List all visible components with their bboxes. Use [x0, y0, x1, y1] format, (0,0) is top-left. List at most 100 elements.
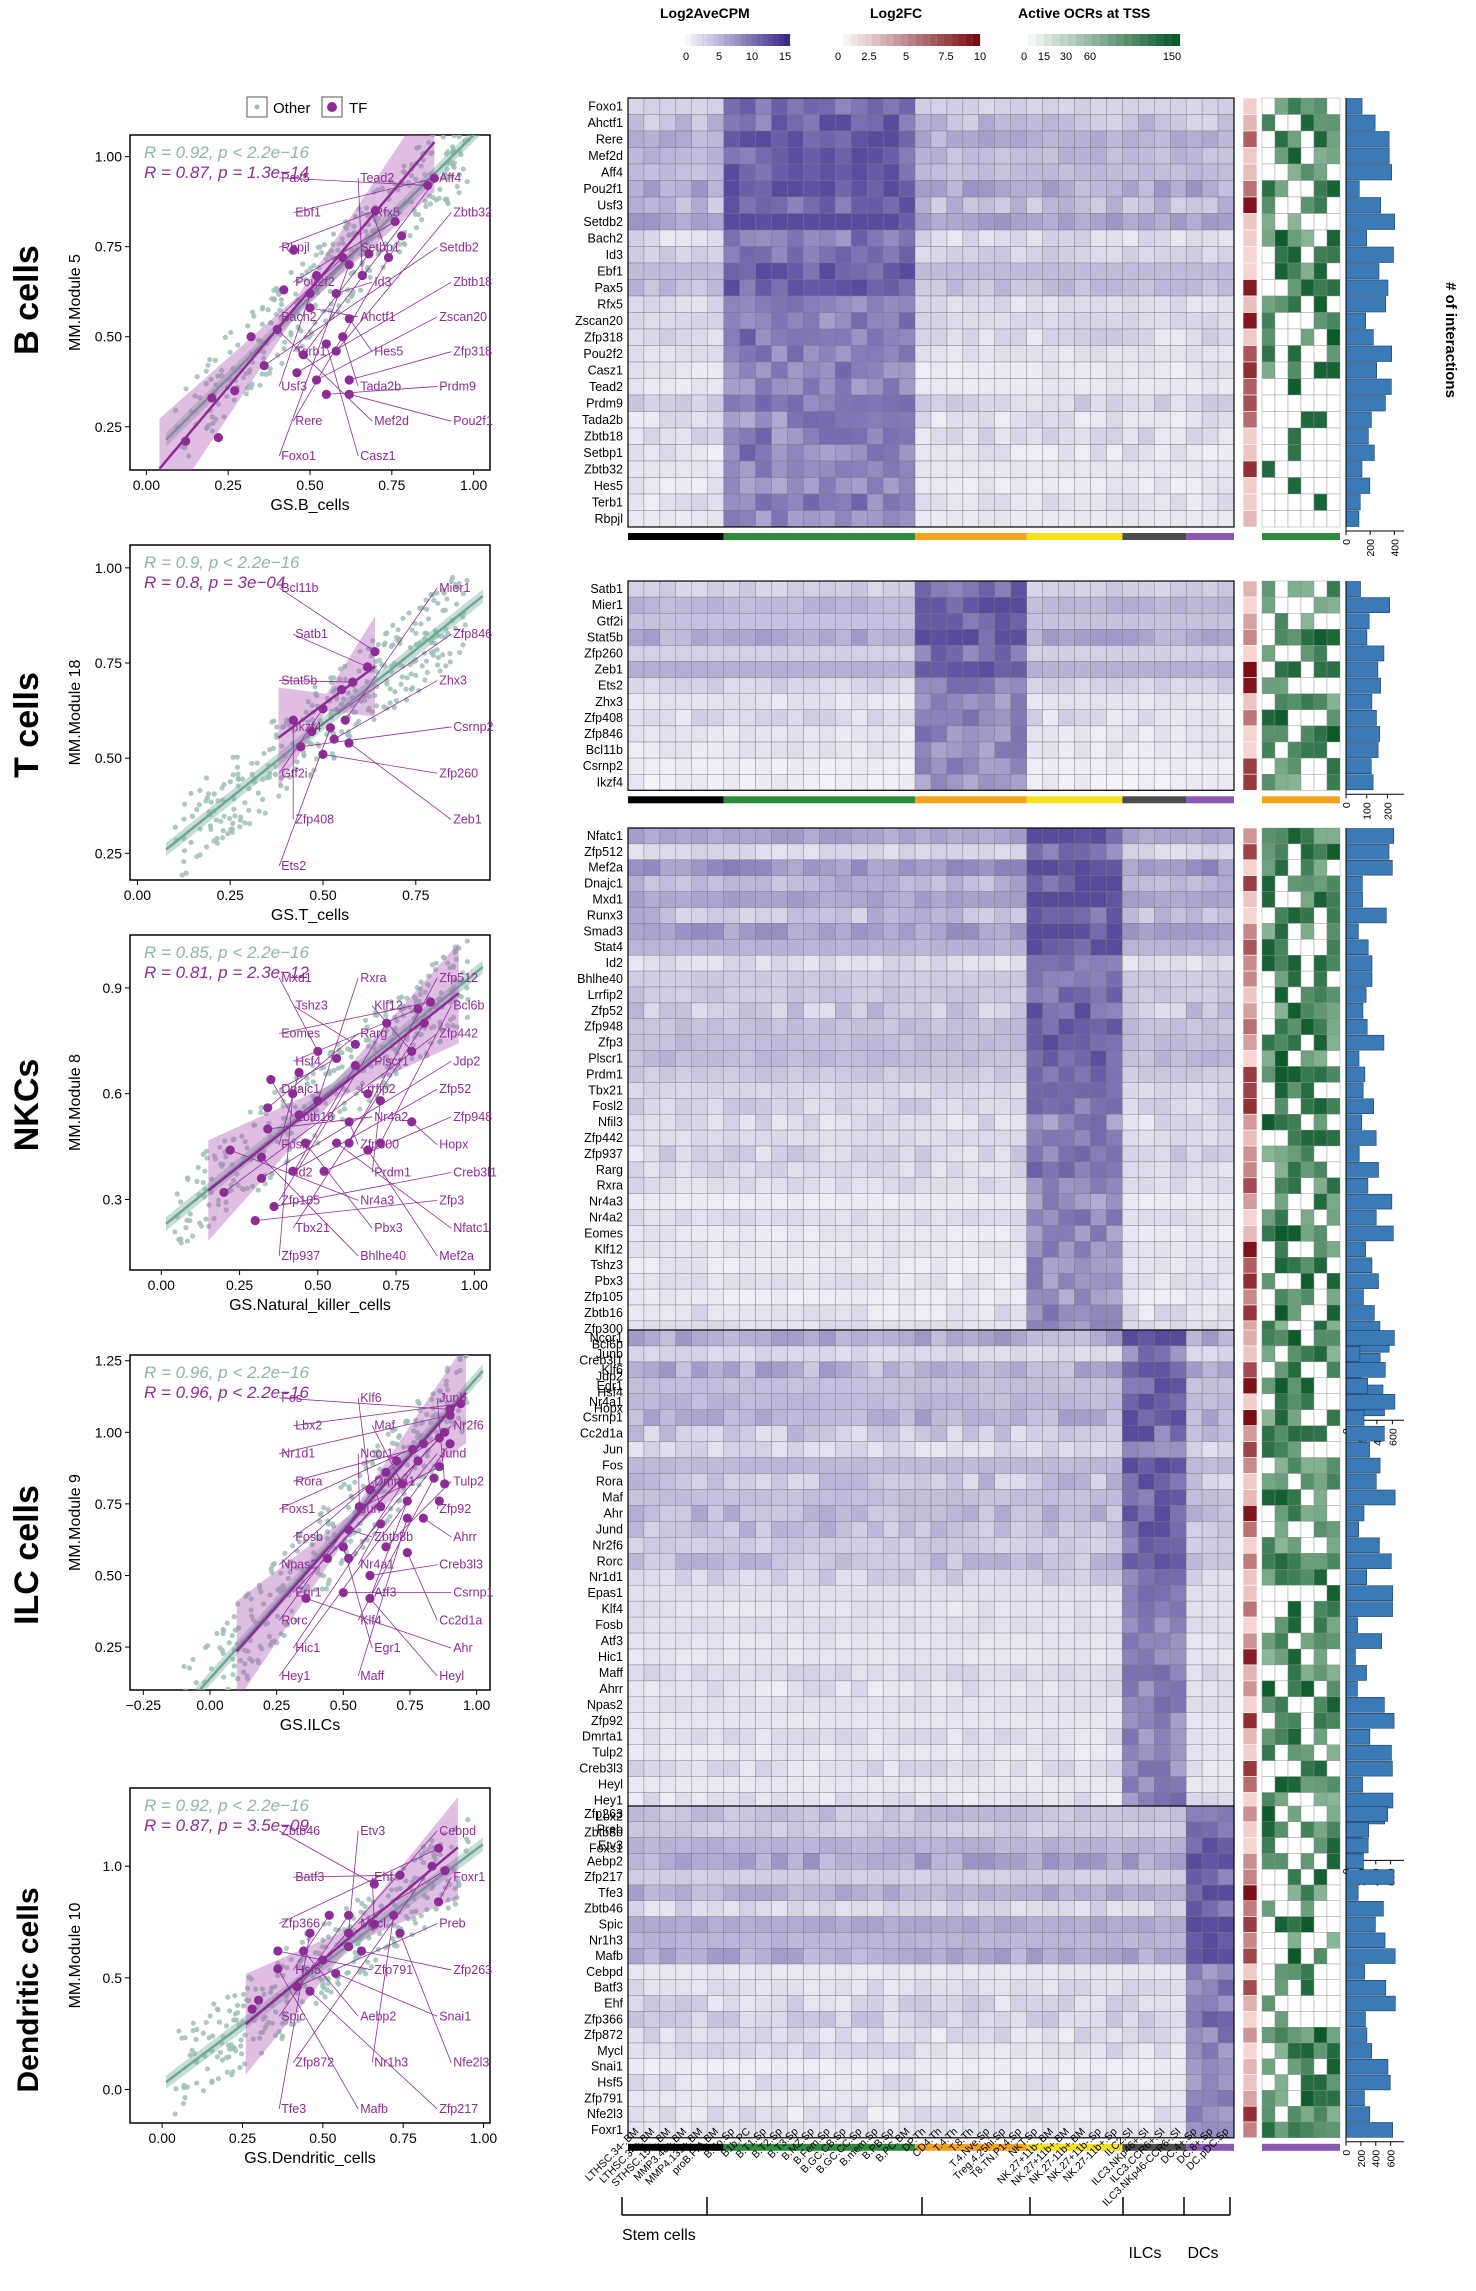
other-point [232, 1992, 238, 1999]
ocr-cell [1326, 213, 1341, 231]
heat-cell [627, 196, 645, 214]
tf-point [418, 1513, 428, 1523]
heat-cell [643, 677, 661, 694]
ocr-cell [1313, 827, 1328, 845]
ocr-cell [1287, 328, 1302, 346]
heat-cell [1185, 827, 1203, 845]
heat-cell [882, 596, 900, 614]
heat-cell [755, 493, 772, 511]
heat-cell [867, 213, 884, 231]
tf-point [356, 1946, 367, 1956]
other-point [357, 1969, 363, 1975]
heat-cell [978, 955, 995, 972]
heat-cell [1010, 394, 1027, 412]
other-point [246, 807, 252, 813]
heat-cell [627, 130, 645, 148]
heat-cell [723, 1018, 740, 1035]
heat-cell [1042, 891, 1059, 908]
label-leader [344, 587, 438, 721]
ocr-cell [1300, 774, 1315, 791]
heat-cell [803, 97, 820, 115]
other-point [186, 1665, 193, 1671]
ocr-cell [1261, 163, 1276, 181]
heat-cell [1106, 246, 1123, 264]
ocr-cell [1287, 774, 1302, 791]
heat-cell [930, 986, 948, 1004]
heat-cell [755, 757, 772, 775]
heat-cell [962, 939, 980, 956]
heat-cell [659, 827, 677, 845]
ocr-cell [1287, 986, 1302, 1004]
interaction-bar [1345, 726, 1381, 742]
heat-cell [930, 774, 948, 791]
heat-cell [739, 427, 756, 445]
heat-cell [1058, 312, 1075, 330]
heat-cell [675, 394, 692, 412]
other-point [240, 374, 247, 381]
y-tick-label: 0.75 [95, 239, 122, 255]
heat-cell [627, 757, 645, 775]
cpm-swatch [707, 34, 714, 46]
heat-cell [851, 1018, 868, 1035]
ocr-cell [1300, 180, 1315, 198]
tf-point [263, 1124, 273, 1134]
other-point [357, 648, 363, 655]
other-point [207, 356, 213, 363]
heat-cell [643, 1066, 661, 1083]
other-point [267, 366, 273, 372]
heat-cell [723, 279, 740, 297]
heat-cell [1217, 394, 1235, 412]
fc-cell [1242, 773, 1258, 791]
heat-cell [851, 1050, 868, 1067]
heat-cell [1074, 1113, 1091, 1131]
heat-cell [739, 580, 756, 598]
ocr-cell [1261, 693, 1276, 711]
other-point [409, 685, 416, 691]
heat-cell [1201, 843, 1219, 861]
heat-cell [962, 923, 980, 940]
heat-cell [1138, 774, 1155, 791]
ocr-cell [1313, 196, 1328, 214]
heat-cell [994, 970, 1011, 988]
tf-point [350, 1060, 360, 1071]
heat-cell [1138, 180, 1155, 198]
label-leader [371, 212, 389, 258]
heat-cell [835, 891, 852, 908]
other-point [419, 605, 425, 611]
ocr-cell [1287, 741, 1302, 759]
label-leader [348, 742, 452, 820]
fc-cell [1242, 1082, 1258, 1099]
other-point [217, 2049, 224, 2055]
heat-cell [1074, 875, 1091, 892]
ocr-cell [1300, 580, 1315, 598]
heat-cell [962, 677, 980, 694]
heat-cell [1058, 1066, 1075, 1083]
heat-cell [1042, 923, 1059, 940]
group-strip [628, 533, 724, 540]
heat-cell [643, 986, 661, 1004]
heat-cell [930, 693, 948, 711]
other-point [417, 991, 424, 997]
heat-cell [819, 477, 836, 495]
heat-cell [851, 596, 868, 614]
other-point [267, 770, 273, 777]
heat-cell [659, 629, 677, 646]
heat-cell [659, 970, 677, 988]
ocr-cell [1287, 460, 1302, 478]
heat-cell [1217, 196, 1235, 214]
heat-cell [707, 411, 724, 429]
tf-point [397, 231, 407, 241]
label-leader [279, 680, 353, 683]
heat-cell [819, 444, 836, 462]
heat-cell [803, 1002, 820, 1020]
heat-cell [723, 378, 740, 396]
tf-label: Hey1 [281, 1669, 310, 1683]
heat-cell [1106, 955, 1123, 972]
heat-cell [898, 677, 916, 694]
other-point [278, 783, 284, 789]
label-leader [300, 726, 452, 748]
heat-cell [930, 427, 948, 445]
heat-cell [803, 460, 820, 478]
heat-cell [659, 1129, 677, 1147]
tf-point [292, 368, 302, 378]
